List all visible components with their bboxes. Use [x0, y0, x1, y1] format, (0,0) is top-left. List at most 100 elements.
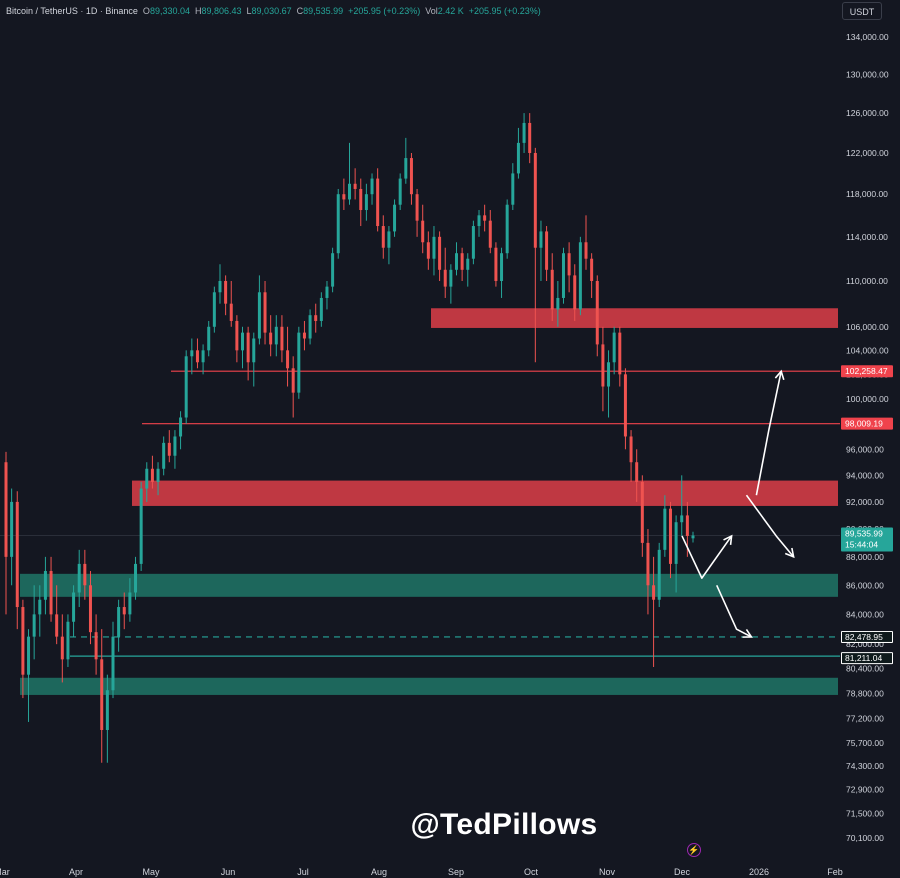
candle-body	[257, 292, 261, 339]
support-zone-4	[20, 677, 838, 695]
price-badge-inner-5	[842, 653, 892, 664]
candle-body	[241, 332, 245, 351]
candle-body	[443, 269, 447, 287]
candle-body	[387, 231, 391, 248]
candle-body	[72, 592, 76, 622]
x-tick-label: Aug	[371, 867, 387, 877]
price-badge-label: 89,535.99	[845, 528, 883, 538]
candle	[274, 315, 278, 357]
candle	[612, 326, 616, 375]
x-tick-label: Jul	[297, 867, 309, 877]
candle-body	[556, 297, 560, 310]
interval-label: 1D	[85, 6, 98, 16]
candle	[348, 142, 351, 205]
change-value: +205.95 (+0.23%)	[348, 6, 421, 16]
low-label: L	[246, 6, 252, 16]
candle	[353, 168, 357, 200]
candle	[15, 491, 19, 630]
candle	[426, 231, 430, 270]
projection-arrowhead-4	[774, 369, 785, 381]
candle-body	[32, 614, 36, 637]
price-badge-label: 82,478.95	[845, 632, 883, 642]
candle	[590, 253, 594, 298]
candle	[449, 264, 453, 304]
candle-body	[218, 280, 222, 293]
candle	[567, 242, 571, 293]
candle	[280, 315, 284, 363]
candle-body	[477, 215, 481, 227]
candle-body	[460, 253, 464, 270]
candle	[27, 629, 31, 722]
candle-body	[280, 326, 284, 351]
candle	[100, 629, 104, 763]
candle	[359, 178, 363, 227]
candle-body	[336, 194, 340, 254]
candle-body	[601, 344, 605, 387]
x-tick-label: Nov	[599, 867, 616, 877]
candle	[32, 585, 36, 660]
candle-body	[348, 183, 351, 200]
candle-body	[584, 242, 588, 259]
y-tick-label: 110,000.00	[846, 276, 888, 286]
y-tick-label: 77,200.00	[846, 714, 884, 724]
candle	[393, 199, 397, 237]
candle-body	[466, 258, 470, 270]
price-badge-label: 98,009.19	[845, 419, 883, 429]
exchange-label: Binance	[105, 6, 138, 16]
price-badge-1	[841, 365, 893, 378]
candle-body	[184, 356, 188, 418]
candle-body	[43, 570, 47, 600]
candle-body	[229, 303, 233, 321]
candle	[252, 332, 256, 387]
candle	[657, 542, 661, 608]
y-tick-label: 104,000.00	[846, 345, 889, 355]
candle	[409, 152, 413, 205]
candle	[156, 462, 160, 496]
candle-body	[60, 636, 64, 660]
candle	[646, 529, 650, 615]
x-tick-label: Apr	[69, 867, 83, 877]
candle	[421, 204, 425, 254]
y-tick-label: 84,000.00	[846, 609, 884, 619]
candle	[629, 430, 633, 482]
candle-body	[421, 220, 425, 243]
projection-path-3	[745, 494, 795, 558]
projection-arrowhead-1	[723, 534, 733, 545]
candle	[623, 368, 627, 450]
candle	[134, 556, 138, 600]
symbol-header: Bitcoin / TetherUS · 1D · Binance O 89,3…	[6, 6, 541, 16]
y-tick-label: 75,700.00	[846, 738, 884, 748]
candle	[235, 315, 239, 363]
candle-body	[415, 194, 419, 221]
candle-body	[511, 173, 515, 205]
price-badge-inner-4	[842, 631, 892, 642]
candle	[691, 531, 695, 543]
candle-body	[49, 570, 53, 615]
candle-body	[409, 158, 413, 195]
y-tick-label: 126,000.00	[846, 108, 889, 118]
candle-body	[274, 326, 278, 345]
candle	[162, 436, 166, 476]
candle-body	[539, 231, 543, 248]
lightning-icon[interactable]: ⚡	[687, 843, 701, 857]
candle-body	[567, 253, 571, 276]
x-tick-label: Mar	[0, 867, 10, 877]
candle	[77, 549, 81, 608]
currency-selector[interactable]: USDT	[842, 2, 882, 20]
candle	[302, 320, 306, 351]
candle-body	[66, 621, 70, 660]
candle	[545, 226, 549, 281]
y-tick-label: 106,000.00	[846, 322, 889, 332]
candle-body	[561, 253, 565, 298]
candle	[488, 210, 492, 254]
x-tick-label: May	[142, 867, 160, 877]
candle	[640, 475, 644, 557]
y-tick-label: 100,000.00	[846, 394, 889, 404]
candle-body	[545, 231, 549, 270]
volume-label: Vol	[425, 6, 438, 16]
open-value: 89,330.04	[149, 6, 190, 16]
candle-body	[111, 636, 115, 691]
y-tick-label: 70,100.00	[846, 833, 884, 843]
